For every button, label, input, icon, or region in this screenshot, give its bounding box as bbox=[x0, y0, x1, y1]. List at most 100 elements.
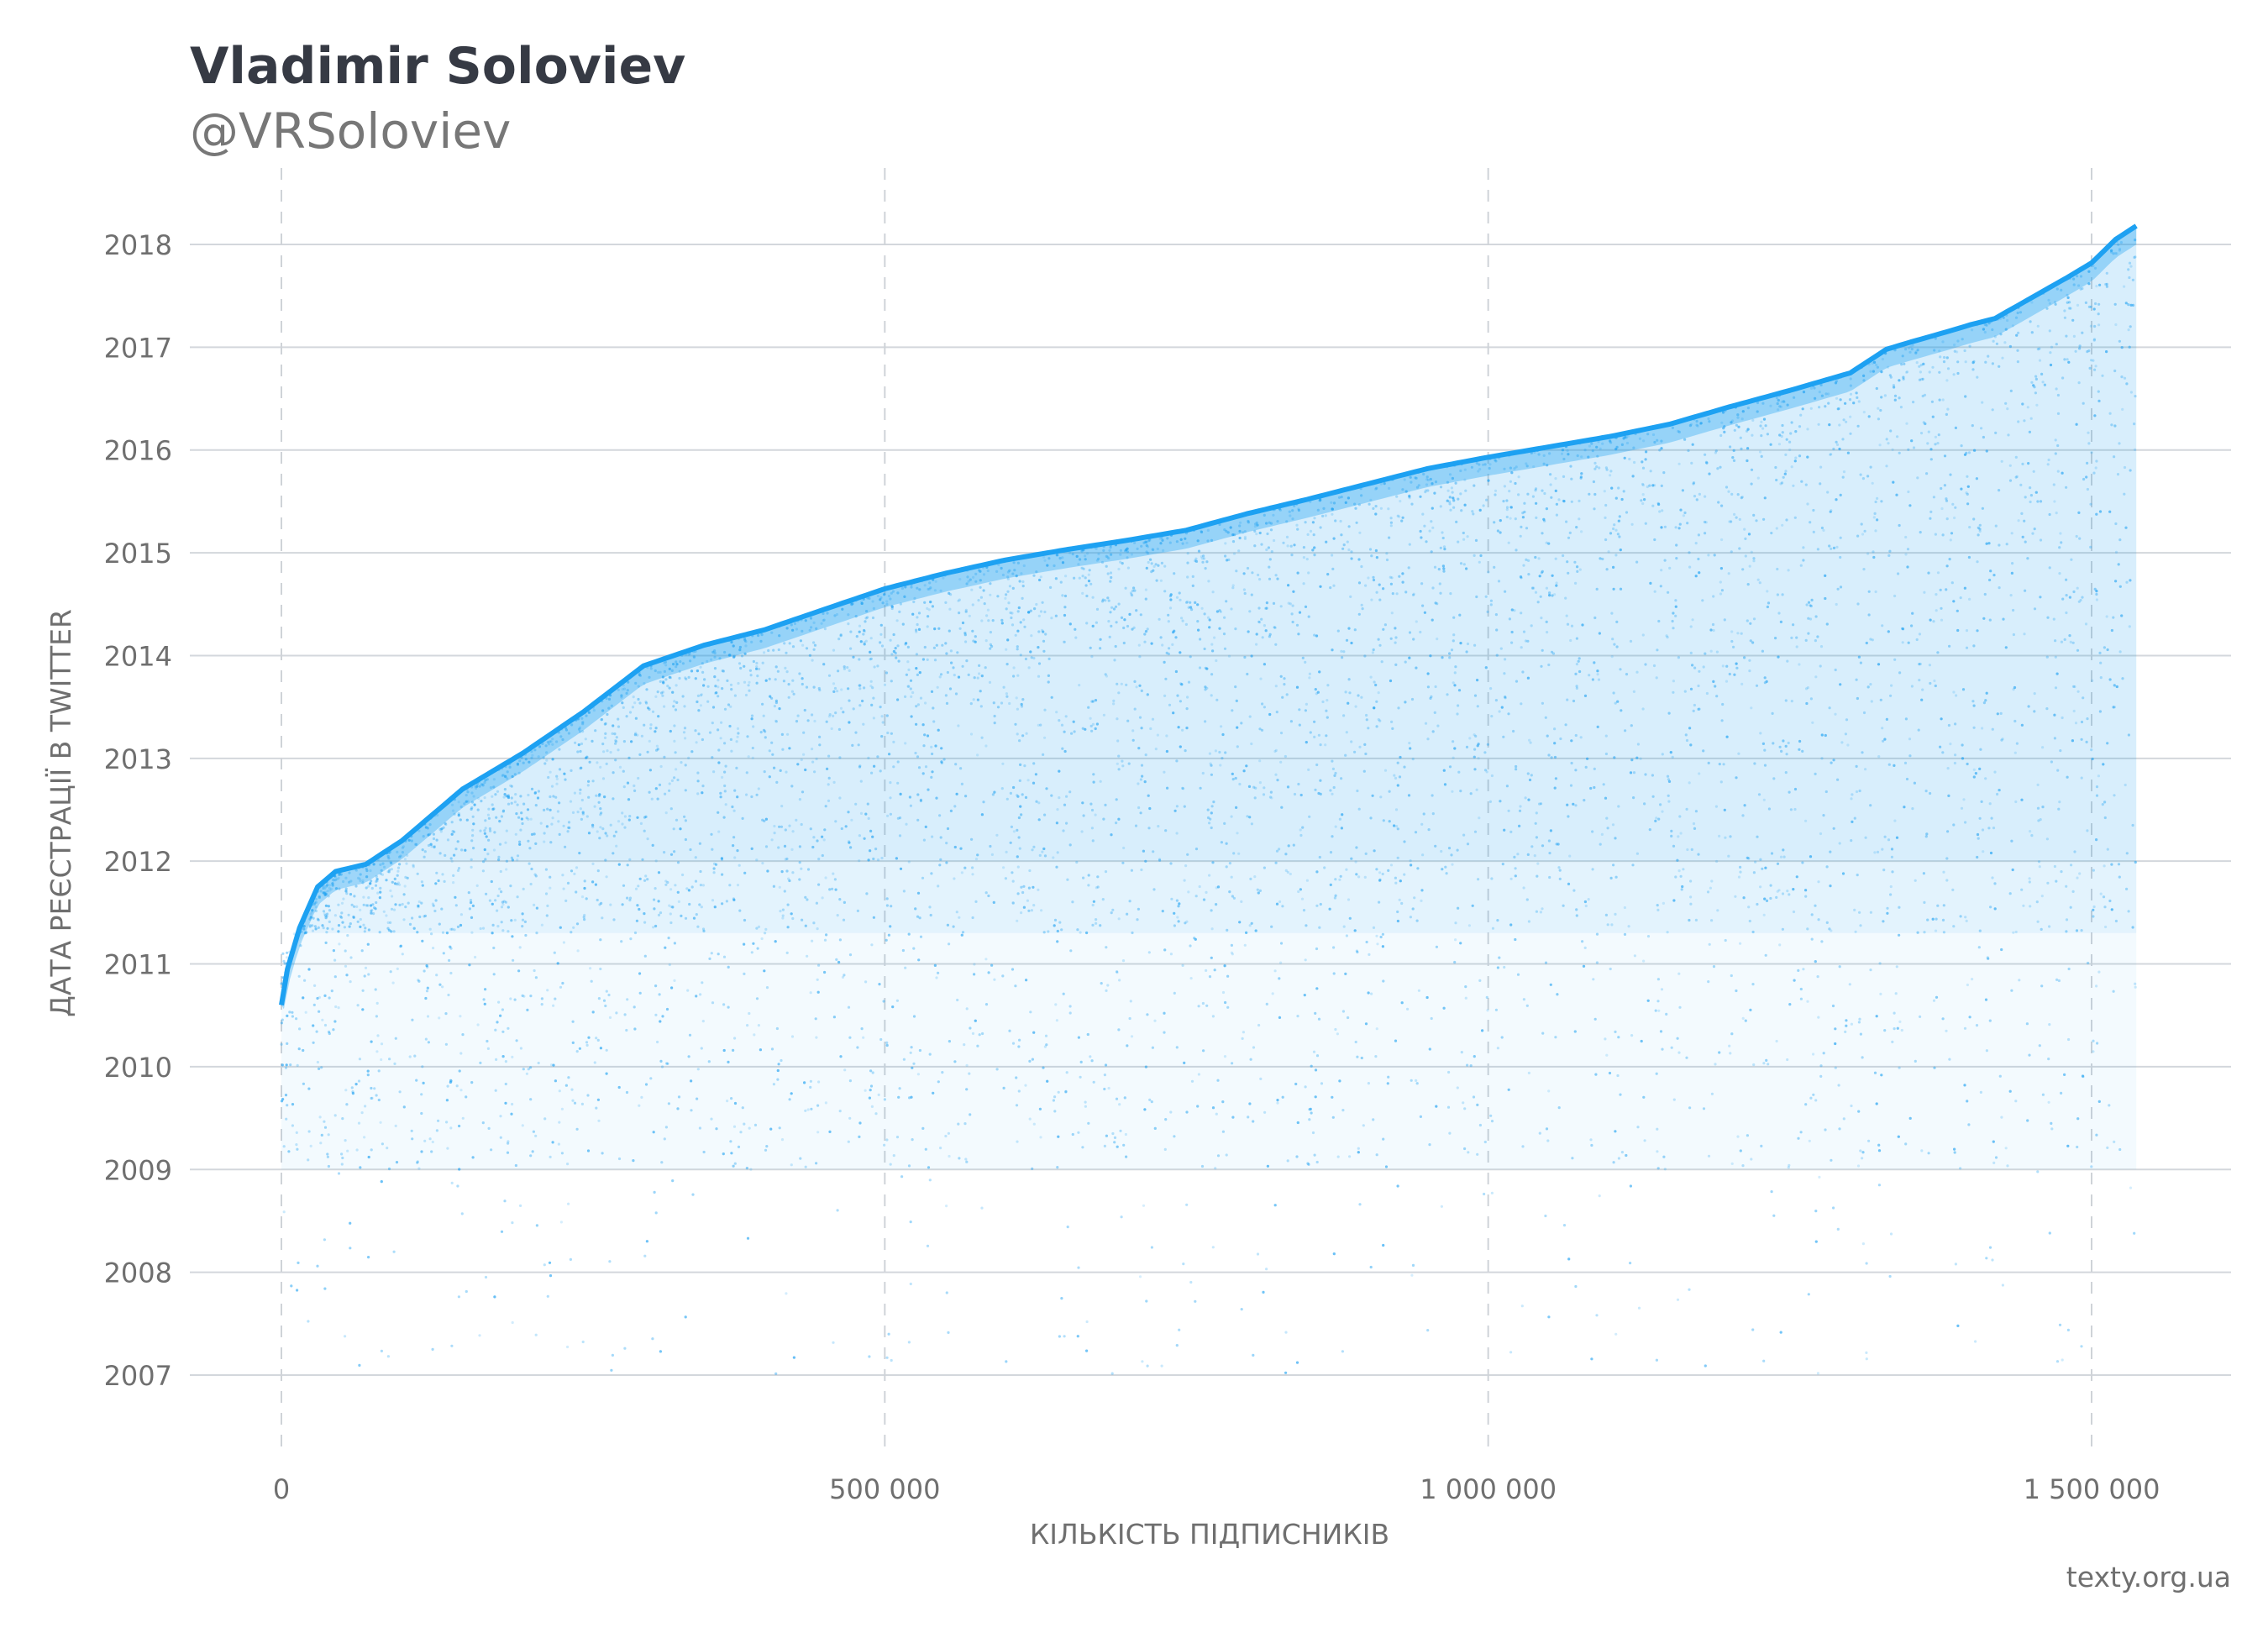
data-point bbox=[427, 1041, 430, 1044]
data-point bbox=[1279, 760, 1283, 764]
data-point bbox=[1268, 565, 1271, 569]
data-point bbox=[1203, 612, 1206, 616]
data-point bbox=[1641, 482, 1645, 486]
data-point bbox=[1377, 718, 1380, 722]
data-point bbox=[1448, 502, 1452, 506]
data-point bbox=[2052, 617, 2055, 621]
data-point bbox=[1953, 516, 1956, 520]
data-point bbox=[1572, 699, 1576, 703]
data-point bbox=[1069, 949, 1073, 953]
data-point bbox=[1175, 899, 1179, 902]
data-point bbox=[1679, 832, 1683, 835]
data-point bbox=[633, 701, 637, 705]
data-point bbox=[1760, 420, 1763, 423]
chart-title: Vladimir Soloviev bbox=[190, 37, 686, 96]
data-point bbox=[836, 690, 839, 693]
data-point bbox=[1782, 855, 1786, 858]
data-point bbox=[919, 696, 923, 700]
data-point bbox=[426, 986, 429, 990]
data-point bbox=[1159, 636, 1163, 639]
data-point bbox=[1824, 392, 1828, 396]
data-point bbox=[379, 1121, 382, 1124]
data-point bbox=[1646, 485, 1649, 489]
data-point bbox=[591, 826, 595, 829]
data-point bbox=[1746, 429, 1749, 433]
data-point bbox=[1520, 525, 1523, 529]
data-point bbox=[1859, 661, 1862, 664]
data-point bbox=[1421, 853, 1425, 857]
data-point bbox=[1835, 396, 1839, 400]
data-point bbox=[1181, 728, 1184, 732]
data-point bbox=[1296, 571, 1299, 575]
data-point bbox=[1354, 705, 1357, 708]
data-point bbox=[1165, 734, 1168, 738]
data-point bbox=[593, 805, 596, 808]
data-point bbox=[1401, 516, 1404, 519]
data-point bbox=[1212, 801, 1215, 804]
data-point bbox=[477, 796, 480, 801]
data-point bbox=[710, 952, 713, 955]
data-point bbox=[481, 869, 486, 873]
data-point bbox=[1676, 1037, 1679, 1040]
data-point bbox=[2095, 592, 2098, 596]
data-point bbox=[1755, 684, 1759, 687]
data-point bbox=[501, 810, 505, 813]
data-point bbox=[1942, 870, 1945, 874]
data-point bbox=[939, 673, 943, 676]
data-point bbox=[1256, 523, 1259, 527]
data-point bbox=[1394, 776, 1398, 780]
data-point bbox=[1168, 541, 1172, 544]
data-point bbox=[787, 683, 790, 686]
data-point bbox=[1016, 610, 1020, 613]
data-point bbox=[2076, 648, 2080, 652]
data-point bbox=[333, 875, 338, 879]
data-point bbox=[469, 899, 473, 902]
data-point bbox=[2036, 783, 2040, 787]
data-point bbox=[1535, 811, 1538, 815]
data-point bbox=[1653, 440, 1656, 444]
data-point bbox=[2095, 598, 2098, 601]
data-point bbox=[995, 833, 999, 837]
data-point bbox=[744, 693, 748, 697]
data-point bbox=[1078, 576, 1081, 580]
data-point bbox=[1908, 754, 1912, 758]
data-point bbox=[1288, 510, 1291, 513]
data-point bbox=[864, 617, 868, 620]
data-point bbox=[1466, 535, 1469, 538]
data-point bbox=[1114, 605, 1118, 608]
data-point bbox=[1377, 691, 1380, 695]
data-point bbox=[1336, 629, 1340, 633]
data-point bbox=[1617, 1036, 1620, 1039]
data-point bbox=[1210, 643, 1214, 646]
data-point bbox=[1130, 1035, 1134, 1038]
data-point bbox=[617, 688, 620, 691]
data-point bbox=[332, 1028, 335, 1032]
data-point bbox=[605, 762, 608, 766]
data-point bbox=[889, 796, 892, 800]
data-point bbox=[938, 675, 942, 679]
data-point bbox=[2038, 359, 2042, 362]
data-point bbox=[889, 781, 892, 785]
data-point bbox=[1304, 660, 1307, 664]
data-point bbox=[1604, 752, 1608, 756]
data-point bbox=[337, 903, 340, 906]
data-point bbox=[580, 798, 584, 802]
data-point bbox=[2034, 377, 2038, 381]
data-point bbox=[394, 1037, 397, 1040]
data-point bbox=[2007, 433, 2010, 437]
data-point bbox=[1614, 1030, 1617, 1033]
data-point bbox=[1834, 1066, 1837, 1069]
data-point bbox=[1106, 572, 1110, 575]
data-point bbox=[1901, 641, 1904, 644]
data-point bbox=[1901, 354, 1904, 358]
data-point bbox=[1835, 443, 1840, 447]
data-point bbox=[655, 744, 659, 748]
data-point bbox=[329, 887, 333, 890]
data-point bbox=[996, 595, 1000, 598]
data-point bbox=[1181, 619, 1184, 622]
data-point bbox=[1163, 564, 1167, 568]
data-point bbox=[812, 836, 816, 839]
data-point bbox=[335, 878, 339, 881]
data-point bbox=[1714, 805, 1718, 808]
data-point bbox=[1769, 404, 1772, 407]
